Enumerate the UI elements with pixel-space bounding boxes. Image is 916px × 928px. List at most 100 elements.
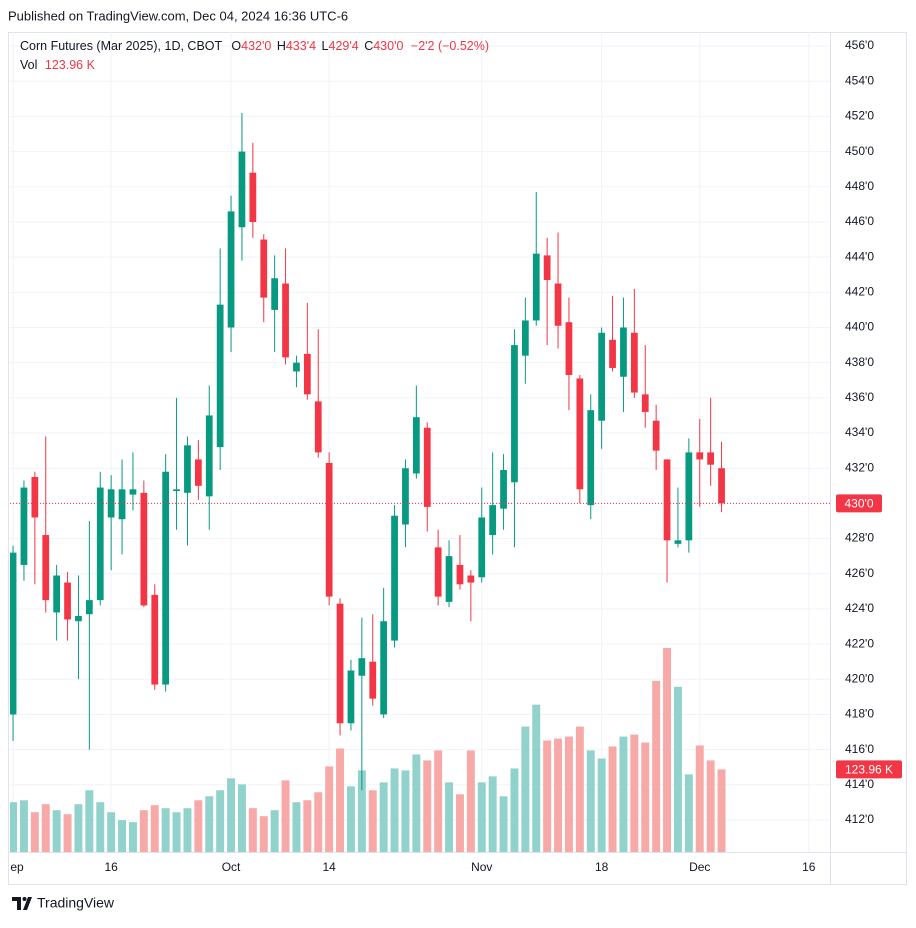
candle-body (184, 445, 191, 493)
volume-bar (41, 804, 50, 852)
candle-body (162, 471, 170, 685)
volume-bar (510, 768, 519, 852)
volume-bar (564, 736, 573, 852)
legend-value: 123.96 K (45, 58, 96, 72)
volume-bar (717, 769, 726, 852)
y-tick-label: 454'0 (845, 73, 874, 87)
candle-body (282, 283, 289, 358)
candle-body (598, 332, 606, 421)
x-tick-label: Oct (222, 860, 241, 874)
volume-bar (281, 780, 290, 852)
volume-bar (259, 816, 268, 852)
volume-bar (641, 742, 650, 852)
volume-bar (336, 748, 345, 852)
volume-bar (575, 726, 584, 852)
volume-bar (346, 786, 355, 852)
candle-body (205, 415, 213, 497)
volume-bar (597, 758, 606, 852)
volume-bar (128, 822, 137, 852)
x-tick-label: 14 (322, 860, 336, 874)
footer: TradingView (12, 895, 115, 911)
y-tick-label: 442'0 (845, 284, 874, 298)
volume-bar (695, 745, 704, 852)
volume-bar (554, 738, 563, 852)
candle-body (10, 552, 17, 715)
volume-bar (248, 808, 257, 852)
volume-bar (619, 736, 628, 852)
volume-bar (586, 750, 595, 852)
y-tick-label: 424'0 (845, 601, 874, 615)
volume-bar (663, 647, 672, 852)
candle-body (587, 410, 595, 506)
y-tick-label: 448'0 (845, 179, 874, 193)
logo-dot (22, 897, 27, 901)
x-tick-label: Nov (471, 860, 492, 874)
candle-body (271, 278, 279, 310)
volume-bar (532, 704, 541, 852)
y-tick-label: 436'0 (845, 390, 874, 404)
candle-body (64, 582, 71, 620)
y-tick-label: 432'0 (845, 460, 874, 474)
volume-bar (19, 800, 28, 852)
candle-body (565, 322, 573, 375)
legend-value: 429'4 (329, 39, 359, 53)
y-tick-label: 434'0 (845, 425, 874, 439)
volume-bar (466, 750, 475, 852)
volume-bar (630, 734, 639, 852)
volume-bar (139, 810, 148, 852)
y-tick-label: 422'0 (845, 636, 874, 650)
volume-bar (85, 790, 94, 852)
legend-value: 432'0 (241, 39, 271, 53)
volume-bar (521, 726, 530, 852)
brand: TradingView (37, 895, 115, 911)
y-tick-label: 418'0 (845, 707, 874, 721)
candle-body (173, 489, 180, 492)
candle-body (391, 515, 398, 641)
volume-bar (63, 814, 72, 852)
y-tick-label: 444'0 (845, 249, 874, 263)
published-note: Published on TradingView.com, Dec 04, 20… (8, 8, 348, 23)
legend-key: L (322, 39, 329, 53)
candle-body (402, 468, 409, 525)
x-tick-label: 16 (802, 860, 816, 874)
volume-bar (673, 686, 682, 852)
frame (8, 32, 907, 885)
legend: Corn Futures (Mar 2025), 1D, CBOT O432'0… (20, 39, 489, 53)
candle-body (380, 621, 388, 715)
candle-body (216, 304, 224, 448)
volume-bar (303, 800, 312, 852)
volume-bar (314, 792, 323, 852)
candle-body (347, 670, 355, 724)
candle-body (532, 253, 540, 321)
candle-body (685, 452, 693, 541)
legend-title: Corn Futures (Mar 2025), 1D, CBOT (20, 39, 223, 53)
candle-body (434, 547, 442, 597)
time-axis: Sep 16 Oct 14 Nov 18 Dec 16 (10, 860, 816, 874)
y-tick-label: 414'0 (845, 777, 874, 791)
volume-bar (227, 778, 236, 852)
volume-bar (706, 760, 715, 852)
candle-body (543, 255, 551, 281)
volume-bar (237, 784, 246, 852)
volume-bar (194, 800, 203, 852)
candle-body (20, 487, 28, 565)
y-tick-label: 426'0 (845, 566, 874, 580)
candle-body (412, 417, 420, 474)
volume-bar (183, 808, 192, 852)
candle-body (53, 575, 61, 613)
last-volume-box (836, 760, 902, 779)
legend-key: C (364, 39, 373, 53)
volume-bar (401, 770, 410, 852)
candle-body (456, 564, 464, 585)
volume-bar (488, 776, 497, 852)
volume-bar (216, 790, 225, 852)
volume-bar (118, 820, 127, 852)
candle-body (358, 658, 366, 676)
logo (12, 897, 32, 910)
candle-body (630, 332, 638, 393)
legend-key: O (231, 39, 241, 53)
legend-change: −2'2 (−0.52%) (411, 39, 489, 53)
volume-bar (543, 740, 552, 852)
volume-bar (368, 790, 377, 852)
